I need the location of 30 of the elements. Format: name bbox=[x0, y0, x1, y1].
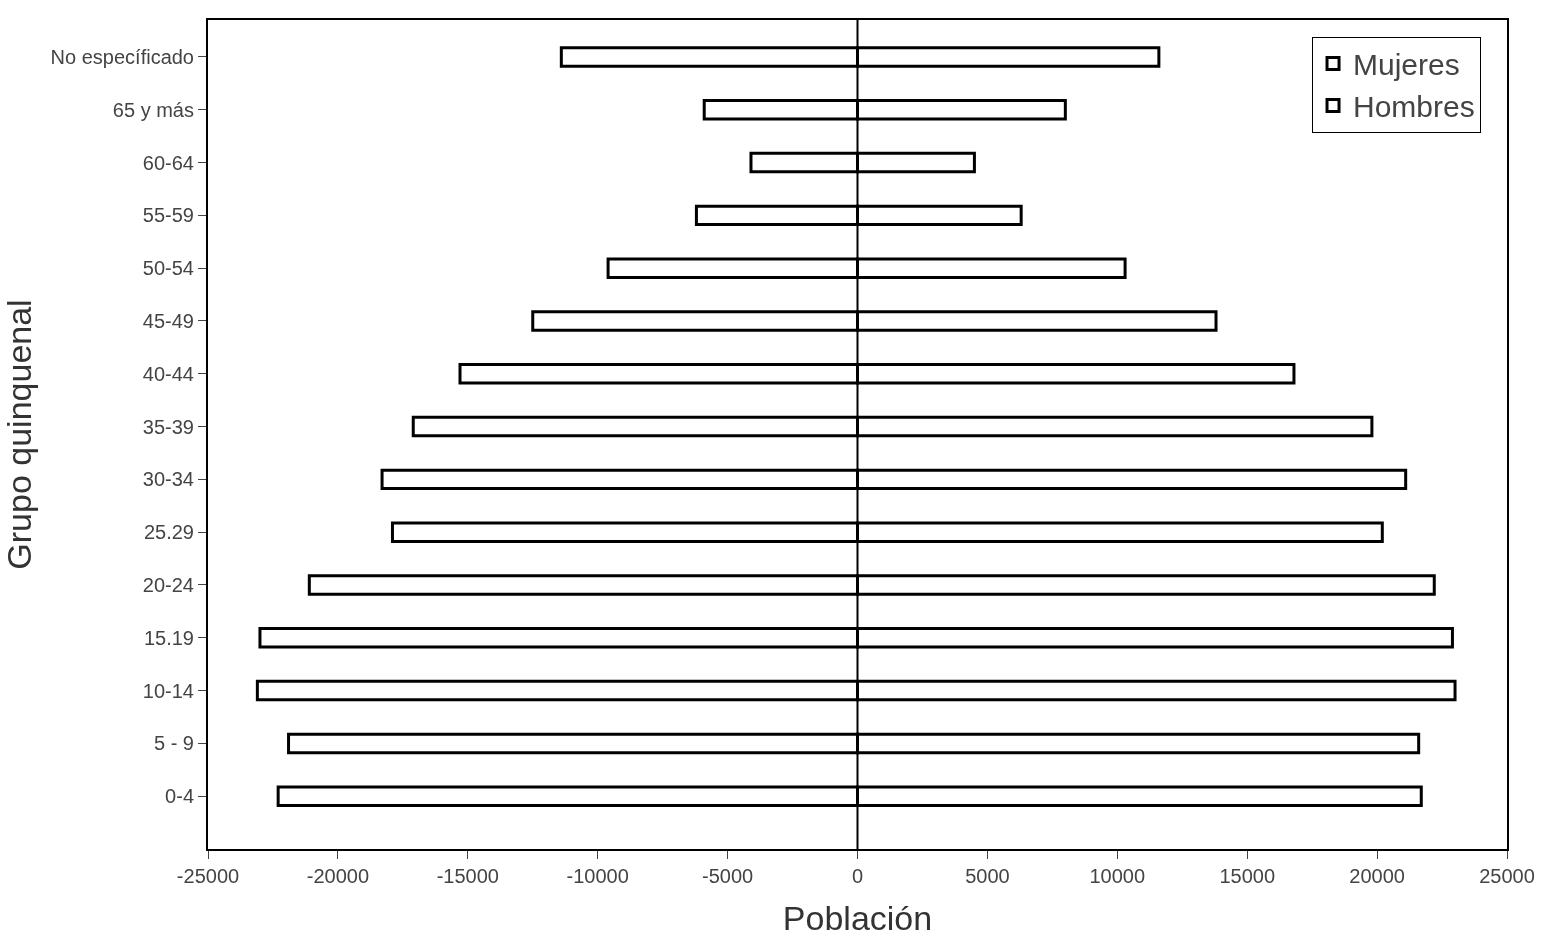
y-tick-label: No específicado bbox=[50, 45, 194, 68]
x-tick-label: 20000 bbox=[1349, 865, 1405, 887]
x-tick-label: 5000 bbox=[965, 865, 1010, 887]
legend-label: Hombres bbox=[1353, 90, 1475, 124]
y-tick-label: 5 - 9 bbox=[153, 732, 194, 755]
y-axis-title: Grupo quinquenal bbox=[0, 299, 38, 570]
x-tick-label: 0 bbox=[851, 865, 864, 887]
y-tick-label: 10-14 bbox=[142, 679, 194, 702]
y-tick-label: 55-59 bbox=[142, 204, 194, 227]
x-axis-title: Población bbox=[782, 898, 933, 937]
x-tick-label: -15000 bbox=[436, 865, 499, 887]
y-tick-label: 50-54 bbox=[142, 257, 194, 280]
x-tick-label: 10000 bbox=[1089, 865, 1146, 887]
y-tick-label: 65 y más bbox=[112, 98, 194, 121]
y-tick-label: 40-44 bbox=[142, 362, 194, 385]
x-tick-label: -10000 bbox=[566, 865, 629, 887]
y-tick-label: 45-49 bbox=[142, 309, 194, 332]
y-tick-label: 25.29 bbox=[143, 521, 194, 544]
y-tick-label: 35-39 bbox=[142, 415, 194, 438]
x-tick-label: 15000 bbox=[1219, 865, 1276, 887]
y-tick-label: 0-4 bbox=[165, 785, 194, 808]
legend-label: Mujeres bbox=[1353, 48, 1460, 82]
x-tick-label: -5000 bbox=[702, 865, 754, 887]
x-tick-label: -25000 bbox=[176, 865, 240, 887]
y-tick-label: 15.19 bbox=[143, 626, 194, 649]
x-tick-label: -20000 bbox=[306, 865, 370, 887]
y-tick-label: 30-34 bbox=[142, 468, 194, 491]
y-tick-label: 20-24 bbox=[142, 573, 194, 596]
y-tick-label: 60-64 bbox=[142, 151, 194, 174]
x-tick-label: 25000 bbox=[1479, 865, 1535, 887]
